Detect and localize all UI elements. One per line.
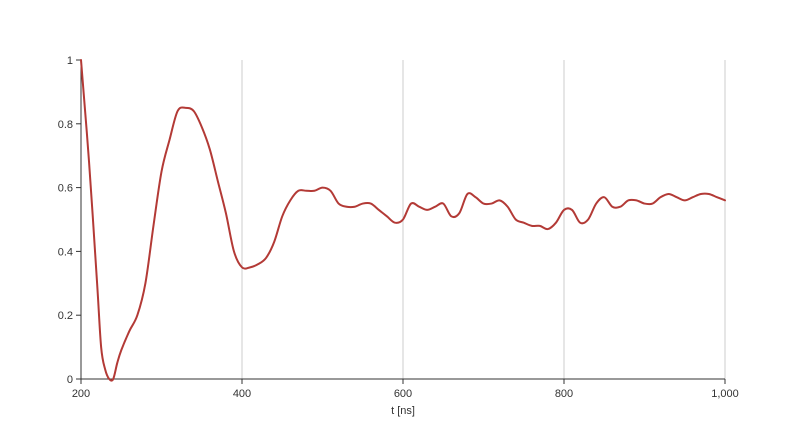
axes: [76, 59, 726, 384]
y-tick-label-1: 0.2: [58, 310, 73, 322]
y-tick-label-2: 0.4: [58, 246, 73, 258]
y-tick-label-0: 0: [67, 374, 73, 386]
series-line-0: [80, 59, 726, 382]
y-tick-label-3: 0.6: [58, 183, 73, 195]
x-tick-label-0: 200: [72, 388, 90, 400]
tick-labels: 200 400 600 800 1,000 0 0.2 0.4 0.6 0.8 1: [58, 55, 739, 400]
x-tick-label-1: 400: [233, 388, 251, 400]
x-tick-label-2: 600: [394, 388, 412, 400]
y-tick-label-5: 1: [67, 55, 73, 67]
y-tick-label-4: 0.8: [58, 119, 73, 131]
x-tick-label-3: 800: [555, 388, 573, 400]
x-tick-label-4: 1,000: [711, 388, 739, 400]
series-layer: [80, 59, 726, 382]
grid-lines: [241, 60, 726, 379]
x-axis-title: t [ns]: [391, 405, 415, 417]
